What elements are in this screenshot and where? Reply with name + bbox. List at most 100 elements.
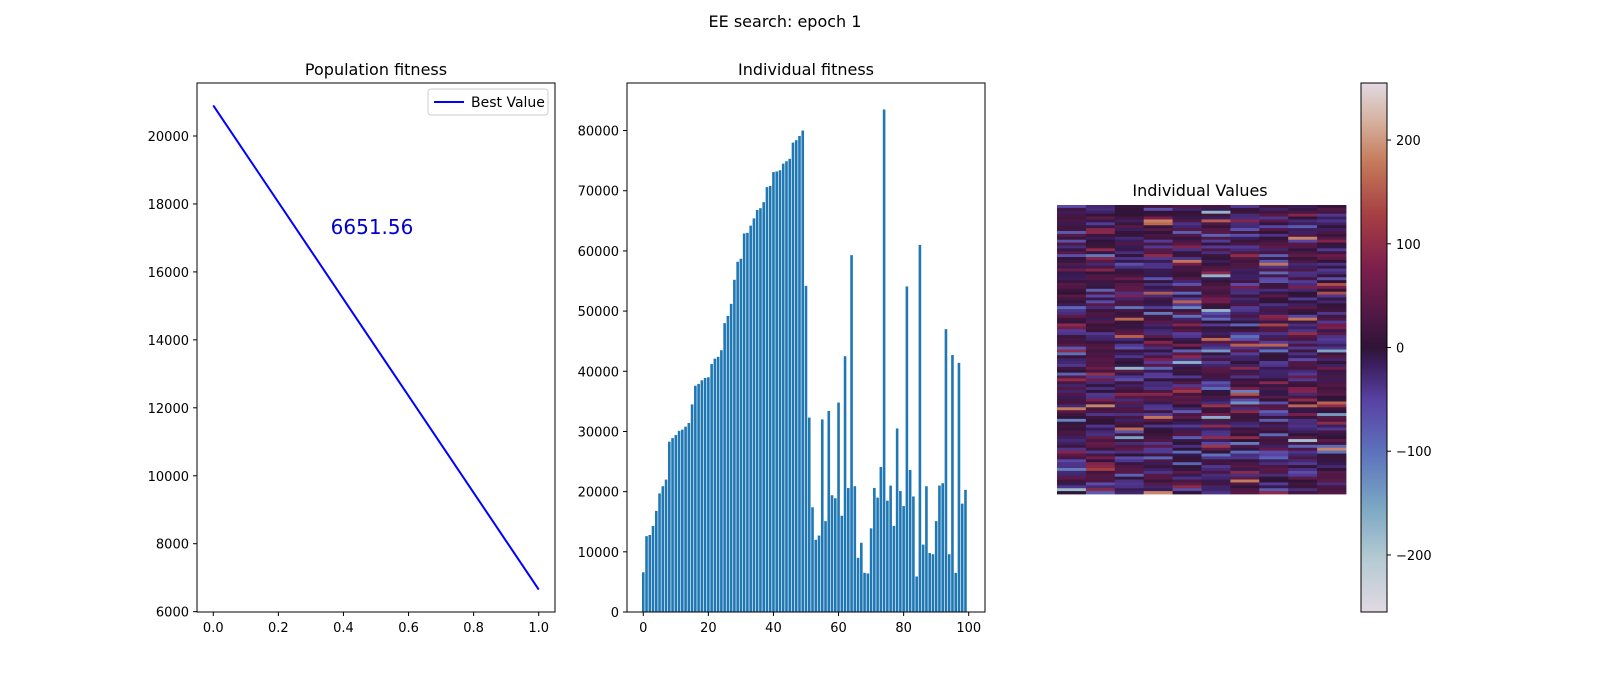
heatmap-cell xyxy=(1057,358,1087,362)
heatmap-cell xyxy=(1057,314,1087,319)
heatmap-cell xyxy=(1230,479,1260,483)
heatmap-cell xyxy=(1317,332,1347,336)
heatmap-cell xyxy=(1143,311,1173,316)
heatmap-cell xyxy=(1201,459,1231,463)
heatmap-cell xyxy=(1143,213,1173,217)
heatmap-cell xyxy=(1114,473,1145,478)
heatmap-cell xyxy=(1259,430,1289,434)
heatmap-cell xyxy=(1143,467,1173,472)
heatmap-cell xyxy=(1317,355,1347,359)
heatmap-cell xyxy=(1114,485,1145,489)
heatmap-cell xyxy=(1143,465,1173,469)
heatmap-cell xyxy=(1288,317,1318,321)
heatmap-cell xyxy=(1288,236,1318,241)
colorbar-tick-label: 0 xyxy=(1396,342,1404,357)
heatmap-cell xyxy=(1317,280,1347,284)
bar xyxy=(752,218,756,613)
heatmap-cell xyxy=(1057,205,1087,209)
bar xyxy=(830,495,834,612)
heatmap-cell xyxy=(1114,323,1145,327)
heatmap-cell xyxy=(1288,280,1318,284)
heatmap-cell xyxy=(1201,433,1231,437)
heatmap-cell xyxy=(1085,462,1116,466)
heatmap-cell xyxy=(1057,274,1087,278)
heatmap-cell xyxy=(1057,213,1087,217)
heatmap-cell xyxy=(1201,265,1231,269)
heatmap-cell xyxy=(1230,236,1260,241)
heatmap-cell xyxy=(1201,363,1231,368)
heatmap-cell xyxy=(1259,311,1289,316)
heatmap-cell xyxy=(1114,207,1145,212)
heatmap-cell xyxy=(1230,372,1260,376)
heatmap-cell xyxy=(1085,306,1116,310)
heatmap-cell xyxy=(1317,306,1347,310)
heatmap-cell xyxy=(1143,317,1173,321)
heatmap-cell xyxy=(1057,283,1087,287)
bar xyxy=(700,380,704,612)
heatmap-cell xyxy=(1201,456,1231,460)
heatmap-cell xyxy=(1085,467,1116,472)
heatmap-cell xyxy=(1317,488,1347,492)
heatmap-cell xyxy=(1172,346,1202,350)
heatmap-cell xyxy=(1201,488,1231,492)
heatmap-cell xyxy=(1085,262,1116,267)
heatmap-cell xyxy=(1317,317,1347,321)
heatmap-cell xyxy=(1259,415,1289,420)
heatmap-cell xyxy=(1172,326,1202,330)
heatmap-cell xyxy=(1172,329,1202,333)
bar xyxy=(837,402,840,612)
heatmap-cell xyxy=(1259,456,1289,460)
bar xyxy=(882,109,886,612)
heatmap-cell xyxy=(1057,372,1087,376)
heatmap-cell xyxy=(1057,355,1087,359)
heatmap-cell xyxy=(1143,222,1173,226)
heatmap-cell xyxy=(1057,467,1087,472)
heatmap-cell xyxy=(1114,410,1145,414)
heatmap-cell xyxy=(1259,216,1289,220)
heatmap-cell xyxy=(1201,439,1231,443)
heatmap-cell xyxy=(1288,228,1318,232)
heatmap-cell xyxy=(1259,228,1289,232)
heatmap-cell xyxy=(1057,271,1087,275)
heatmap-cell xyxy=(1317,479,1347,483)
y-tick-label: 20000 xyxy=(578,486,619,501)
y-tick-label: 80000 xyxy=(578,125,619,140)
heatmap-cell xyxy=(1201,219,1231,223)
bar xyxy=(908,469,912,612)
heatmap-cell xyxy=(1201,268,1231,272)
heatmap-cell xyxy=(1259,259,1289,264)
heatmap-cell xyxy=(1143,207,1173,212)
heatmap-cell xyxy=(1143,459,1173,463)
heatmap-cell xyxy=(1230,317,1260,321)
heatmap-cell xyxy=(1085,465,1116,469)
heatmap-cell xyxy=(1085,392,1116,397)
heatmap-cell xyxy=(1143,233,1173,238)
heatmap-cell xyxy=(1288,274,1318,278)
heatmap-cell xyxy=(1057,309,1087,313)
heatmap-cell xyxy=(1201,392,1231,397)
heatmap-cell xyxy=(1114,450,1145,454)
heatmap-cell xyxy=(1201,271,1231,275)
heatmap-cell xyxy=(1288,473,1318,478)
heatmap-cell xyxy=(1259,242,1289,246)
heatmap-cell xyxy=(1259,231,1289,235)
heatmap-cell xyxy=(1114,459,1145,463)
heatmap-cell xyxy=(1288,285,1318,290)
heatmap-cell xyxy=(1288,251,1318,255)
heatmap-cell xyxy=(1057,479,1087,483)
x-tick-label: 0.4 xyxy=(333,621,354,636)
heatmap-cell xyxy=(1172,415,1202,420)
heatmap-cell xyxy=(1114,314,1145,319)
heatmap-cell xyxy=(1172,236,1202,241)
heatmap-cell xyxy=(1317,482,1347,486)
heatmap-cell xyxy=(1057,485,1087,489)
heatmap-cell xyxy=(1230,470,1260,475)
heatmap-cell xyxy=(1172,482,1202,486)
heatmap-cell xyxy=(1057,387,1087,391)
y-tick-label: 12000 xyxy=(148,402,189,417)
heatmap-cell xyxy=(1317,459,1347,463)
heatmap-cell xyxy=(1230,439,1260,443)
heatmap-cell xyxy=(1114,346,1145,350)
heatmap-cell xyxy=(1230,427,1260,431)
heatmap-cell xyxy=(1230,473,1260,478)
